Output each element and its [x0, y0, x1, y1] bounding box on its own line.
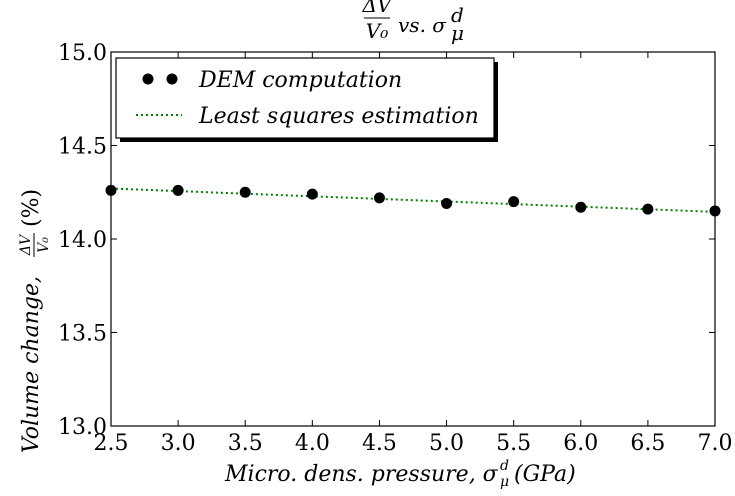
svg-text:d: d [500, 458, 509, 474]
legend-label-dem: DEM computation [198, 68, 402, 93]
x-tick-label: 2.5 [94, 431, 129, 456]
x-tick-label: 5.5 [496, 431, 531, 456]
y-tick-label: 13.5 [58, 322, 107, 347]
y-tick-label: 15.0 [58, 41, 107, 66]
svg-text:(GPa): (GPa) [514, 462, 576, 487]
legend-box [115, 57, 495, 139]
svg-text:(%): (%) [19, 189, 44, 227]
svg-text:V₀: V₀ [366, 19, 388, 43]
x-tick-label: 5.0 [429, 431, 464, 456]
legend-marker-dem [142, 73, 154, 85]
svg-text:vs. σ: vs. σ [398, 13, 447, 37]
svg-text:μ: μ [500, 474, 509, 490]
least-squares-line [110, 187, 716, 213]
x-tick-label: 4.5 [362, 431, 397, 456]
x-tick-label: 7.0 [698, 431, 733, 456]
legend: DEM computation Least squares estimation [115, 57, 498, 142]
trend-line-group [110, 187, 716, 213]
svg-text:ΔV: ΔV [362, 0, 394, 17]
dem-data-point [172, 184, 184, 196]
y-tick-label: 14.0 [58, 228, 107, 253]
dem-data-point [709, 205, 721, 217]
y-tick-label: 14.5 [58, 135, 107, 160]
legend-marker-dem [166, 73, 178, 85]
y-axis-label: Volume change, ΔV V₀ (%) [18, 189, 52, 453]
dem-data-point [306, 188, 318, 200]
dem-data-point [642, 203, 654, 215]
svg-text:d: d [451, 3, 464, 27]
legend-label-lse: Least squares estimation [198, 104, 479, 129]
svg-text:ΔV: ΔV [18, 233, 34, 256]
svg-text:Micro. dens. pressure, σ: Micro. dens. pressure, σ [224, 462, 499, 487]
chart-title: ΔV V₀ vs. σ d μ [362, 0, 464, 45]
x-tick-label: 3.5 [228, 431, 263, 456]
data-points-group [105, 184, 721, 217]
x-tick-label: 4.0 [295, 431, 330, 456]
dem-data-point [575, 201, 587, 213]
y-tick-label: 13.0 [58, 415, 107, 440]
dem-data-point [239, 186, 251, 198]
axis-ticks: 2.5 3.0 3.5 4.0 4.5 5.0 5.5 6.0 6.5 7.0 13.0 13.5 14… [58, 41, 732, 456]
x-tick-label: 6.5 [630, 431, 665, 456]
dem-data-point [373, 192, 385, 204]
x-tick-label: 3.0 [161, 431, 196, 456]
svg-text:Volume change,: Volume change, [19, 276, 44, 453]
dem-data-point [508, 196, 520, 208]
dem-data-point [441, 197, 453, 209]
svg-text:μ: μ [451, 21, 464, 45]
svg-text:V₀: V₀ [36, 237, 52, 253]
x-axis-label: Micro. dens. pressure, σ d μ (GPa) [224, 458, 576, 490]
x-tick-label: 6.0 [563, 431, 598, 456]
dem-data-point [105, 184, 117, 196]
